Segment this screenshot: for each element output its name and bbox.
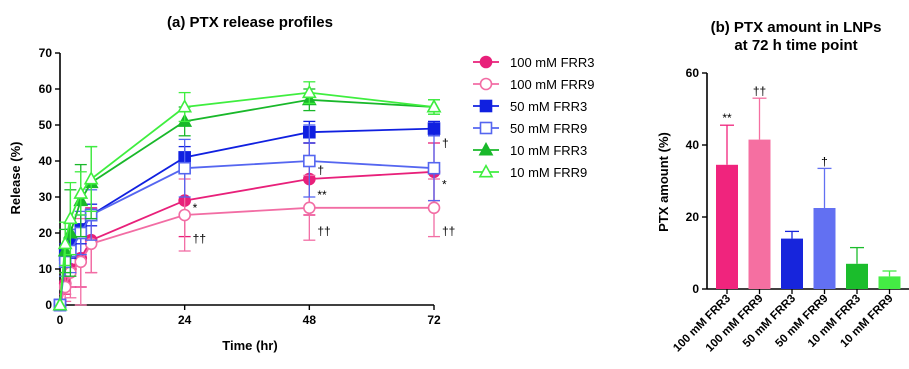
- data-point: [178, 208, 191, 222]
- bar: [878, 276, 901, 289]
- bar: [781, 238, 803, 289]
- y-tick-label: 30: [39, 190, 53, 204]
- data-point: [427, 161, 441, 175]
- significance-mark: ††: [442, 224, 455, 238]
- legend-marker: [479, 55, 493, 69]
- data-point: [73, 185, 89, 199]
- chart-a-legend: 100 mM FRR3 100 mM FRR9 50 mM FRR3 50 mM FR…: [473, 55, 595, 180]
- legend-label: 50 mM FRR3: [510, 99, 587, 114]
- data-point: [62, 210, 78, 225]
- data-point: [52, 297, 68, 311]
- legend-label: 10 mM FRR9: [510, 165, 587, 180]
- legend-label: 100 mM FRR9: [510, 77, 595, 92]
- bar-group: 100 mM FRR3: [671, 124, 738, 355]
- chart-a-series: [52, 81, 442, 312]
- bar: [813, 208, 836, 289]
- data-point: [177, 99, 193, 113]
- legend-entry: 10 mM FRR9: [473, 164, 587, 180]
- y-tick-label: 70: [39, 46, 53, 60]
- legend-marker: [479, 99, 493, 113]
- data-point: [303, 154, 316, 168]
- series-line: [59, 160, 435, 306]
- data-point: [426, 99, 442, 113]
- legend-label: 50 mM FRR9: [510, 121, 587, 136]
- y-tick-label: 0: [45, 298, 52, 312]
- y-tick-label: 40: [686, 138, 700, 152]
- y-tick-label: 50: [39, 118, 53, 132]
- data-point: [303, 201, 316, 215]
- significance-mark: †: [442, 136, 449, 150]
- category-label: 100 mM FRR3: [671, 293, 733, 355]
- data-point: [178, 161, 191, 175]
- series-1: [53, 174, 441, 312]
- legend-entry: 100 mM FRR3: [473, 55, 595, 70]
- chart-a-annotations: *†††**†††*††: [193, 136, 456, 245]
- chart-a-xlabel: Time (hr): [222, 338, 277, 353]
- x-tick-label: 0: [57, 313, 64, 327]
- significance-mark: †: [821, 154, 828, 168]
- data-point: [74, 255, 88, 269]
- chart-b-ylabel: PTX amount (%): [656, 132, 671, 232]
- significance-mark: ††: [193, 231, 206, 245]
- chart-a-ylabel: Release (%): [8, 142, 23, 215]
- significance-mark: ††: [753, 84, 766, 98]
- legend-entry: 50 mM FRR9: [473, 121, 587, 136]
- significance-mark: ††: [317, 224, 330, 238]
- chart-b-title: (b) PTX amount in LNPs: [711, 19, 882, 36]
- data-point: [83, 171, 99, 185]
- bar: [748, 139, 771, 289]
- legend-entry: 100 mM FRR9: [473, 77, 595, 92]
- series-line: [59, 206, 434, 306]
- ptx-amount-chart: (b) PTX amount in LNPs at 72 h time poin…: [656, 19, 909, 354]
- data-point: [301, 84, 317, 99]
- data-point: [57, 235, 73, 250]
- category-label: 100 mM FRR9: [704, 293, 766, 355]
- y-tick-label: 0: [692, 282, 699, 296]
- series-2: [53, 120, 441, 312]
- significance-mark: **: [317, 188, 327, 202]
- bar: [846, 263, 868, 289]
- y-tick-label: 20: [686, 210, 700, 224]
- legend-label: 100 mM FRR3: [510, 55, 595, 70]
- legend-marker: [478, 142, 494, 156]
- series-4: [52, 88, 442, 311]
- y-tick-label: 60: [39, 82, 53, 96]
- y-tick-label: 40: [39, 154, 53, 168]
- series-line: [59, 170, 435, 306]
- significance-mark: *: [442, 177, 447, 191]
- significance-mark: *: [193, 201, 198, 215]
- legend-marker: [479, 121, 493, 135]
- release-profiles-chart: (a) PTX release profiles Release (%) Tim…: [8, 14, 595, 353]
- data-point: [427, 122, 441, 135]
- x-tick-label: 24: [178, 313, 192, 327]
- legend-entry: 10 mM FRR3: [473, 142, 587, 158]
- chart-b-axes: 0 20 40 60: [686, 66, 909, 296]
- legend-marker: [478, 164, 494, 178]
- y-tick-label: 20: [39, 226, 53, 240]
- y-tick-label: 60: [686, 66, 700, 80]
- y-tick-label: 10: [39, 262, 53, 276]
- chart-b-subtitle: at 72 h time point: [734, 37, 857, 54]
- legend-label: 10 mM FRR3: [510, 143, 587, 158]
- x-tick-label: 72: [427, 313, 441, 327]
- chart-a-title: (a) PTX release profiles: [167, 14, 333, 31]
- series-3: [53, 124, 441, 312]
- bar: [716, 164, 738, 289]
- data-point: [427, 201, 441, 215]
- legend-marker: [479, 77, 493, 91]
- chart-a-axes: 0 10 20 30 40 50 60 70 0 24 48 72: [39, 46, 441, 327]
- series-5: [52, 81, 442, 311]
- significance-mark: †: [317, 163, 324, 177]
- x-tick-label: 48: [303, 313, 317, 327]
- legend-entry: 50 mM FRR3: [473, 99, 587, 114]
- series-line: [59, 127, 435, 306]
- significance-mark: **: [722, 111, 732, 125]
